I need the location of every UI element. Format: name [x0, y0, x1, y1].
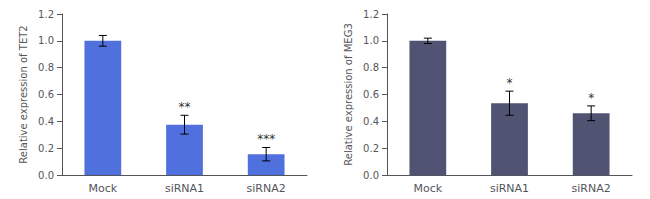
svg-text:1.0: 1.0	[38, 35, 54, 46]
svg-text:0.2: 0.2	[38, 143, 54, 154]
svg-text:*: *	[507, 76, 513, 90]
svg-text:siRNA1: siRNA1	[165, 182, 204, 195]
svg-text:0.4: 0.4	[363, 116, 379, 127]
svg-text:***: ***	[257, 132, 275, 146]
svg-text:1.0: 1.0	[363, 35, 379, 46]
svg-text:0.4: 0.4	[38, 116, 54, 127]
svg-text:siRNA1: siRNA1	[490, 182, 529, 195]
svg-text:0.0: 0.0	[363, 170, 379, 181]
svg-text:**: **	[179, 100, 191, 114]
svg-text:1.2: 1.2	[363, 9, 379, 20]
svg-text:0.6: 0.6	[38, 89, 54, 100]
svg-text:1.2: 1.2	[38, 9, 54, 20]
svg-text:0.0: 0.0	[38, 170, 54, 181]
svg-text:0.8: 0.8	[363, 62, 379, 73]
svg-text:0.8: 0.8	[38, 62, 54, 73]
svg-text:siRNA2: siRNA2	[247, 182, 286, 195]
svg-text:Relative expression of TET2: Relative expression of TET2	[18, 25, 29, 163]
svg-text:0.2: 0.2	[363, 143, 379, 154]
svg-text:0.6: 0.6	[363, 89, 379, 100]
svg-text:*: *	[588, 91, 594, 105]
svg-text:Mock: Mock	[414, 182, 443, 195]
svg-text:Relative expression of MEG3: Relative expression of MEG3	[343, 23, 354, 166]
svg-text:siRNA2: siRNA2	[572, 182, 611, 195]
svg-text:Mock: Mock	[89, 182, 118, 195]
